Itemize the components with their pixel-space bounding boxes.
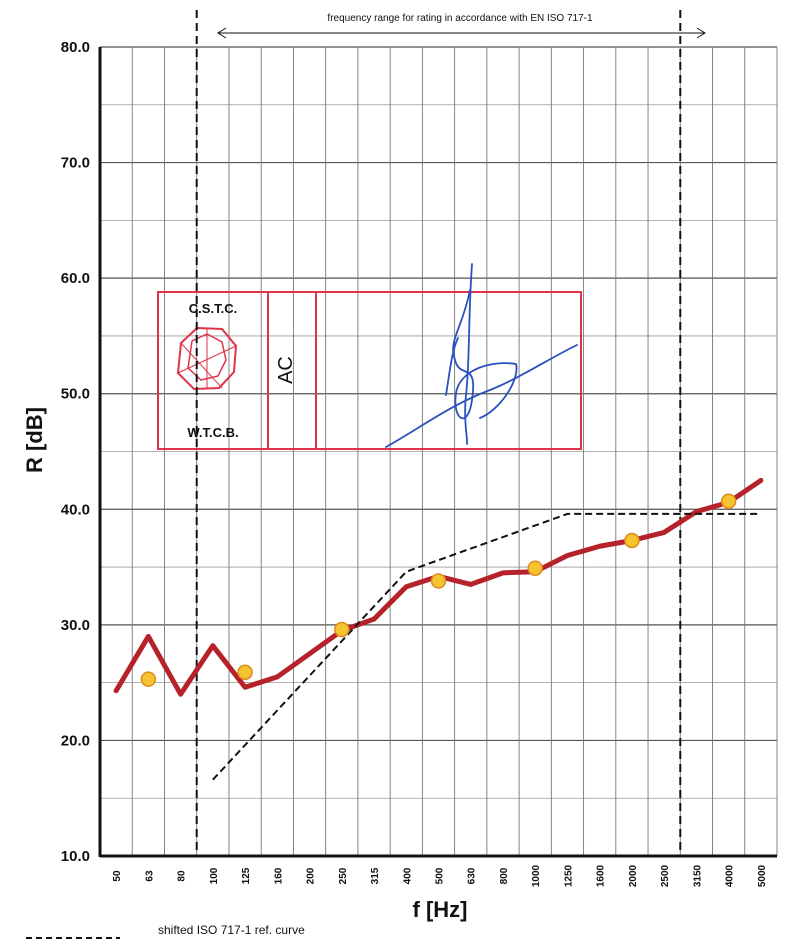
x-tick-labels: 50 63 80 100 125 160 200 250 315 400 500 630 800 1000…	[112, 864, 768, 887]
legend-label: shifted ISO 717-1 ref. curve	[158, 923, 305, 937]
stamp-top-text: C.S.T.C.	[189, 301, 237, 316]
stamp-middle-text: AC	[275, 356, 297, 384]
stamp-bottom-text: W.T.C.B.	[187, 425, 238, 440]
x-tick-label: 4000	[725, 864, 736, 887]
series-layer	[113, 10, 764, 856]
x-tick-label: 3150	[692, 864, 703, 887]
x-tick-label: 500	[435, 867, 446, 884]
signature	[385, 263, 578, 448]
y-tick-label: 80.0	[61, 39, 90, 56]
y-tick-label: 10.0	[61, 848, 90, 865]
rating-range-annotation: frequency range for rating in accordance…	[217, 13, 706, 39]
stamp-frame	[157, 291, 582, 450]
x-tick-label: 2000	[628, 864, 639, 887]
y-tick-label: 20.0	[61, 732, 90, 749]
octave-band-point	[334, 621, 350, 638]
y-tick-label: 50.0	[61, 386, 90, 403]
x-tick-label: 1000	[531, 864, 542, 887]
x-tick-label: 5000	[757, 864, 768, 887]
x-tick-label: 250	[338, 867, 349, 884]
y-tick-label: 30.0	[61, 617, 90, 634]
certification-stamp: C.S.T.C. W.T.C.B. AC	[157, 291, 582, 450]
x-tick-label: 200	[306, 867, 317, 884]
octave-band-point	[237, 664, 253, 680]
octave-band-point	[720, 493, 737, 509]
x-tick-label: 80	[177, 870, 188, 882]
x-tick-label: 160	[273, 867, 284, 884]
x-tick-label: 63	[144, 870, 155, 882]
octave-band-point	[430, 573, 447, 589]
x-tick-label: 1250	[563, 864, 574, 887]
y-tick-label: 60.0	[61, 270, 90, 287]
y-tick-labels: 10.0 20.0 30.0 40.0 50.0 60.0 70.0 80.0	[61, 39, 90, 865]
x-tick-label: 630	[467, 867, 478, 884]
x-tick-label: 800	[499, 867, 510, 884]
x-tick-label: 50	[112, 870, 123, 882]
range-arrow-right	[696, 27, 706, 39]
stamp-emblem	[176, 326, 238, 391]
octave-band-point	[624, 532, 640, 549]
x-tick-label: 400	[402, 867, 413, 884]
reference-curve-line	[212, 512, 761, 781]
y-tick-label: 70.0	[61, 155, 90, 172]
x-tick-label: 2500	[660, 864, 671, 887]
x-tick-label: 100	[209, 867, 220, 884]
x-tick-label: 1600	[596, 864, 607, 887]
grid	[99, 46, 778, 857]
x-tick-label: 315	[370, 867, 381, 884]
y-tick-label: 40.0	[61, 501, 90, 518]
x-tick-label: 125	[241, 867, 252, 884]
x-axis-label: f [Hz]	[413, 897, 468, 922]
y-axis-label: R [dB]	[22, 407, 47, 473]
octave-band-point	[527, 560, 543, 576]
legend: shifted ISO 717-1 ref. curve	[26, 923, 305, 939]
range-text: frequency range for rating in accordance…	[327, 13, 593, 24]
range-arrow-left	[217, 27, 227, 39]
octave-band-point	[140, 671, 157, 687]
